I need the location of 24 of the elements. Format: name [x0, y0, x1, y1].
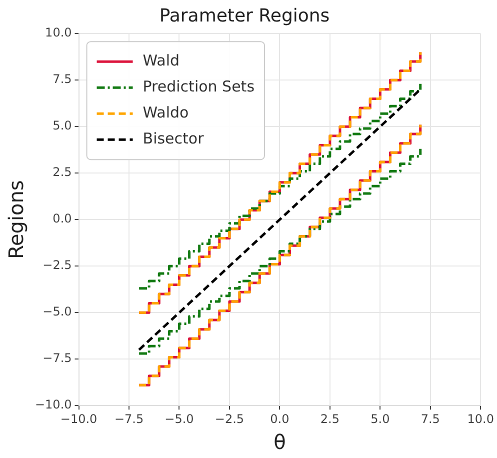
legend-label: Waldo — [142, 103, 189, 122]
legend-label: Prediction Sets — [142, 77, 255, 96]
legend-label: Bisector — [142, 129, 205, 148]
x-tick-label: 0.0 — [270, 412, 290, 426]
y-tick-label: −10.0 — [34, 398, 72, 412]
x-tick-label: −5.0 — [164, 412, 194, 426]
y-axis-title: Regions — [4, 180, 28, 260]
y-tick-label: −7.5 — [42, 351, 72, 366]
y-tick-label: −5.0 — [42, 304, 72, 319]
x-tick-label: 5.0 — [370, 412, 390, 426]
y-tick-label: 2.5 — [52, 165, 72, 180]
y-tick-label: −2.5 — [42, 258, 72, 272]
chart-title: Parameter Regions — [159, 5, 330, 26]
legend-label: Wald — [142, 51, 180, 70]
x-axis-title: θ — [274, 430, 286, 454]
y-tick-label: 10.0 — [45, 26, 72, 40]
x-tick-label: 7.5 — [420, 412, 440, 426]
x-tick-label: 2.5 — [320, 412, 340, 426]
y-tick-label: 7.5 — [52, 72, 72, 86]
x-tick-label: 10.0 — [467, 412, 494, 426]
x-tick-label: −2.5 — [214, 412, 244, 426]
y-tick-label: 0.0 — [52, 212, 72, 226]
x-tick-label: −7.5 — [114, 412, 144, 426]
y-tick-label: 5.0 — [52, 118, 72, 133]
